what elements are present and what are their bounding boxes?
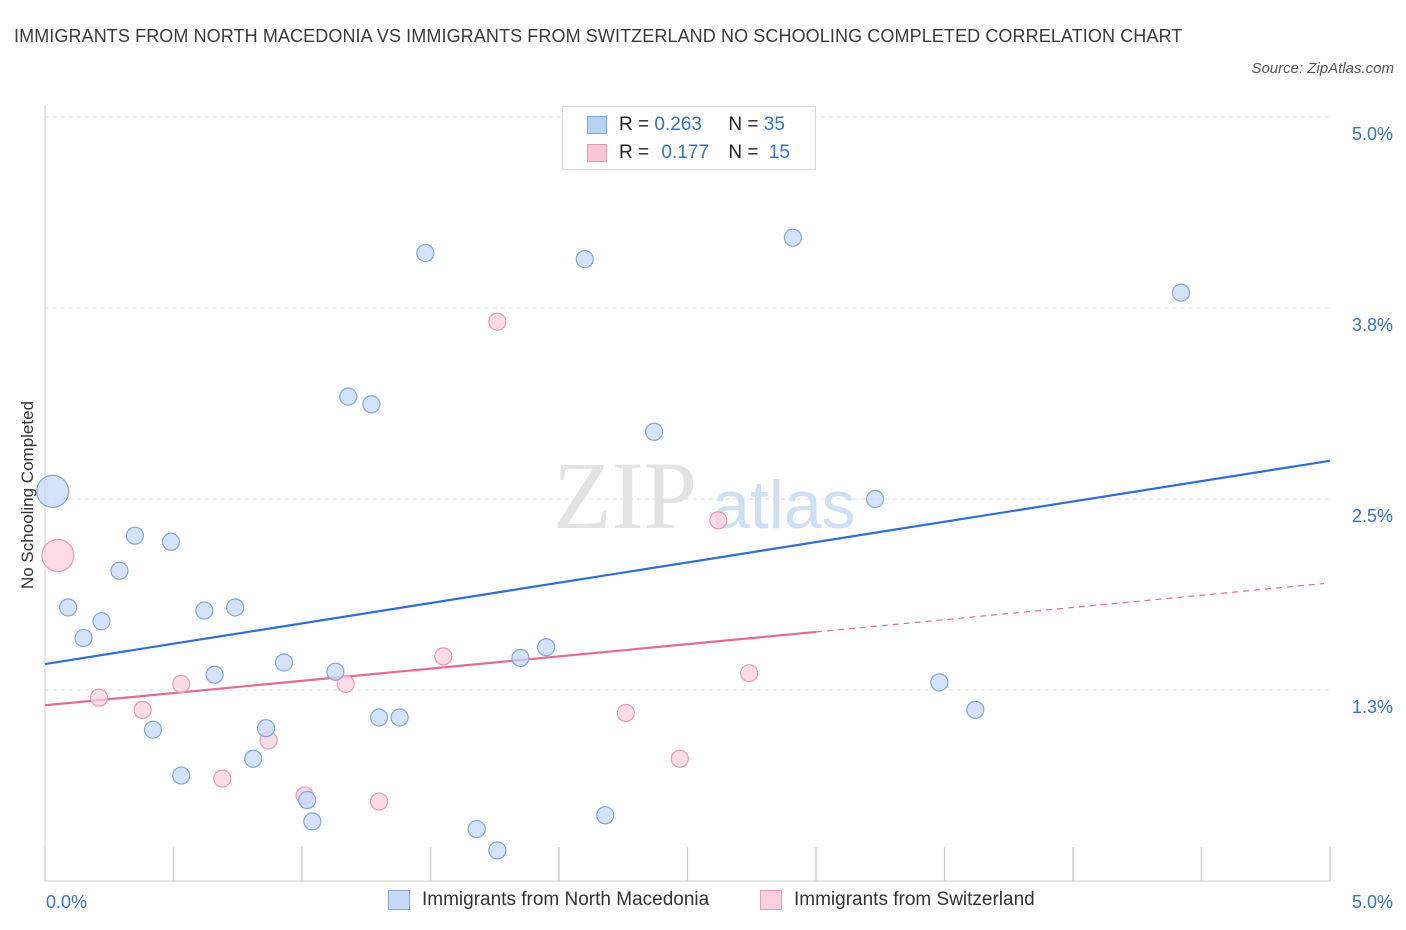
point-north-macedonia [537,638,556,657]
legend-n-label: N = [728,114,759,135]
legend-r-label: R = [619,142,650,163]
point-north-macedonia [74,628,93,648]
point-north-macedonia [511,648,530,668]
point-north-macedonia [1171,283,1191,302]
point-north-macedonia [416,243,435,263]
legend-swatch-blue [587,116,607,134]
point-switzerland [336,674,355,693]
trend-line-switzerland-projection [815,582,1325,633]
point-north-macedonia [966,700,985,719]
point-north-macedonia [226,598,245,617]
legend-row-switzerland: R = 0.177 N = 15 [587,140,790,166]
point-switzerland [172,674,191,693]
point-switzerland [133,700,152,719]
chart-title: IMMIGRANTS FROM NORTH MACEDONIA VS IMMIG… [14,26,1183,46]
y-tick-label: 5.0% [1352,124,1393,144]
legend-n-value: 15 [768,142,790,163]
point-north-macedonia [783,228,802,247]
point-north-macedonia [125,526,145,545]
x-tick-labels: 0.0% 5.0% [46,892,1393,912]
legend-r-value: 0.263 [654,114,702,135]
point-north-macedonia [244,749,263,768]
trend-line-switzerland [44,630,817,707]
point-north-macedonia [110,561,129,580]
data-points [36,228,1191,860]
point-north-macedonia [575,250,594,269]
trend-lines [44,459,1331,707]
point-north-macedonia [326,662,345,681]
trend-line-north-macedonia [44,459,1331,666]
y-tick-label: 1.3% [1352,697,1393,717]
point-north-macedonia [172,766,191,785]
point-north-macedonia [274,653,294,672]
point-switzerland [670,749,689,768]
point-north-macedonia [370,708,389,727]
series-swatch-blue [388,890,410,910]
point-switzerland [41,538,75,573]
point-switzerland [370,792,389,811]
legend-swatch-pink [587,144,607,162]
point-switzerland [89,688,109,707]
point-north-macedonia [644,422,664,441]
point-north-macedonia [596,806,615,825]
correlation-legend: R = 0.263 N = 35 R = 0.177 N = 15 [562,106,816,170]
point-north-macedonia [205,665,224,684]
point-north-macedonia [298,790,317,810]
x-tick-label: 0.0% [46,892,87,912]
y-tick-label: 2.5% [1352,506,1393,526]
y-tick-labels: 1.3% 2.5% 3.8% 5.0% [1352,124,1393,717]
point-north-macedonia [488,841,507,860]
point-north-macedonia [143,720,163,739]
point-north-macedonia [256,719,276,738]
series-label: Immigrants from North Macedonia [422,889,710,910]
point-switzerland [213,769,232,788]
point-switzerland [488,312,507,331]
series-legend-switzerland[interactable]: Immigrants from Switzerland [760,889,1035,911]
legend-row-north-macedonia: R = 0.263 N = 35 [587,112,785,138]
x-tick-label: 5.0% [1352,892,1393,912]
point-north-macedonia [195,601,214,620]
y-tick-label: 3.8% [1352,315,1393,335]
watermark: ZIP atlas [553,442,856,549]
legend-r-label: R = [619,114,650,135]
legend-n-value: 35 [763,114,785,135]
point-north-macedonia [303,812,322,831]
legend-r-value: 0.177 [661,142,709,163]
source-label: Source: ZipAtlas.com [1251,60,1394,77]
point-north-macedonia [362,395,381,414]
series-label: Immigrants from Switzerland [794,889,1035,910]
point-north-macedonia [390,708,409,727]
watermark-zip: ZIP [553,442,697,549]
watermark-atlas: atlas [712,467,856,543]
point-north-macedonia [467,819,486,839]
point-switzerland [740,664,759,683]
point-switzerland [709,511,728,530]
legend-n-label: N = [728,142,759,163]
point-north-macedonia [59,598,78,617]
point-north-macedonia [92,612,111,631]
point-switzerland [616,703,635,723]
series-legend: Immigrants from North Macedonia Immigran… [0,889,1406,915]
point-north-macedonia [930,673,949,692]
series-swatch-pink [760,890,782,910]
point-north-macedonia [161,532,181,551]
point-north-macedonia [339,387,358,406]
point-switzerland [434,647,453,666]
point-north-macedonia [36,474,70,508]
series-legend-north-macedonia[interactable]: Immigrants from North Macedonia [388,889,709,911]
point-north-macedonia [866,489,885,509]
